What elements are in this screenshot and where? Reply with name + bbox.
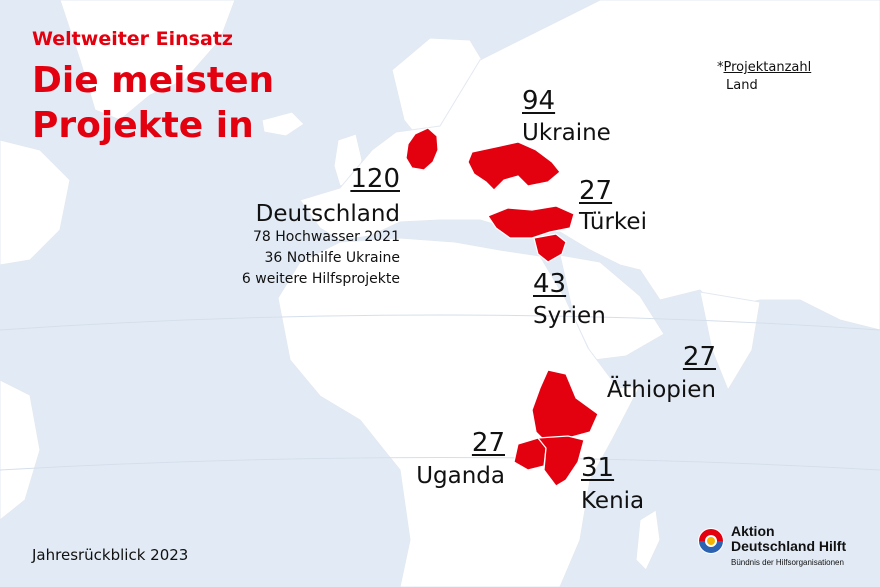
region-ukraine [467,141,561,191]
page-title: Die meisten Projekte in [32,58,274,148]
legend-count-label: Projektanzahl [723,60,812,75]
name-uganda: Uganda [416,463,505,489]
count-deutschland: 120 [350,164,400,194]
page-title-line1: Die meisten [32,60,275,101]
label-aethiopien: 27 Äthiopien [586,344,716,403]
logo-line2: Deutschland Hilft [731,538,847,554]
count-tuerkei: 27 [579,176,613,206]
land-south-america [0,379,41,521]
logo-mark [698,528,724,554]
label-tuerkei: 27 Türkei [579,178,647,235]
region-syrien [533,233,567,263]
detail-deutschland-3: 6 weitere Hilfsprojekte [241,271,400,287]
land-madagascar [635,509,661,571]
legend-line1: *Projektanzahl [717,59,811,77]
name-syrien: Syrien [533,303,606,329]
count-syrien: 43 [533,269,567,299]
label-deutschland: 120 Deutschland 78 Hochwasser 2021 36 No… [214,166,400,290]
label-kenia: 31 Kenia [581,455,644,514]
label-ukraine: 94 Ukraine [522,88,611,146]
logo-wordmark: Aktion Deutschland Hilft [731,524,846,554]
land-americas [0,139,71,266]
land-africa [277,237,641,587]
legend: *Projektanzahl Land [717,59,811,95]
detail-deutschland-1: 78 Hochwasser 2021 [253,229,400,245]
name-ukraine: Ukraine [522,120,611,146]
name-tuerkei: Türkei [579,209,647,235]
count-uganda: 27 [471,428,505,458]
count-kenia: 31 [581,453,615,483]
land-iceland [261,111,305,137]
label-syrien: 43 Syrien [533,271,606,329]
label-uganda: 27 Uganda [400,430,505,489]
count-ukraine: 94 [522,86,556,116]
detail-deutschland-2: 36 Nothilfe Ukraine [264,250,400,266]
legend-country-label: Land [726,78,758,93]
name-deutschland: Deutschland [255,201,400,227]
page-title-line2: Projekte in [32,105,254,146]
region-deutschland [405,127,439,171]
footer-text: Jahresrückblick 2023 [32,546,189,564]
logo-subline: Bündnis der Hilfsorganisationen [731,558,844,567]
legend-asterisk: * [717,60,724,75]
count-aethiopien: 27 [682,342,716,372]
region-kenia [536,435,585,487]
region-tuerkei [487,205,575,239]
land-india [699,291,761,392]
logo-line1: Aktion [731,523,775,539]
kicker: Weltweiter Einsatz [32,28,233,50]
name-kenia: Kenia [581,488,645,514]
name-aethiopien: Äthiopien [606,377,716,403]
land-greenland [59,0,236,121]
